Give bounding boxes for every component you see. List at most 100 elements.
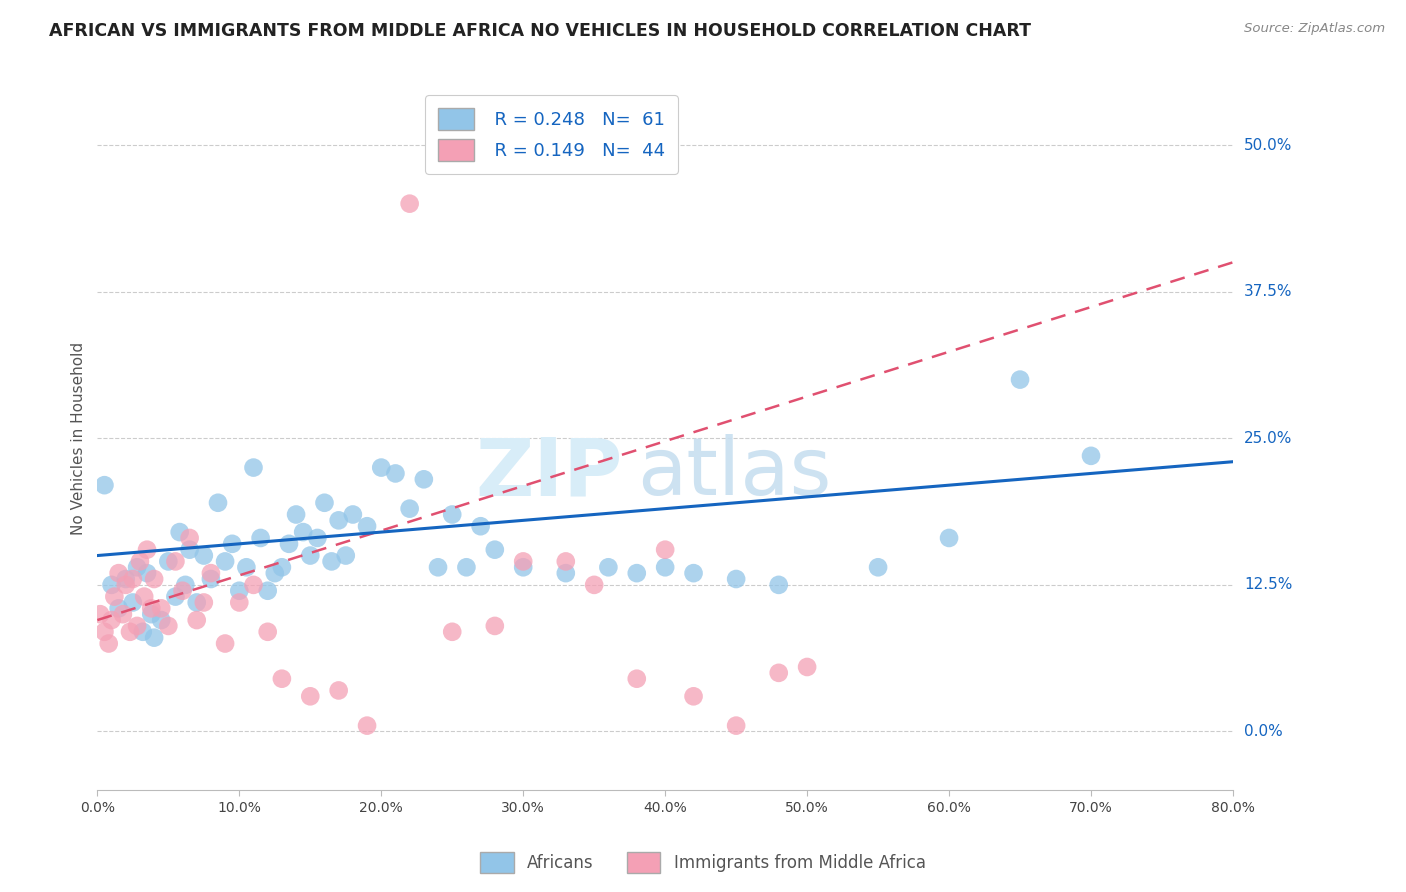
Point: [456, 560, 478, 574]
Point: [868, 560, 890, 574]
Point: [141, 601, 163, 615]
Point: [768, 665, 790, 680]
Y-axis label: No Vehicles in Household: No Vehicles in Household: [72, 342, 86, 535]
Text: 12.5%: 12.5%: [1244, 577, 1292, 592]
Point: [100, 613, 122, 627]
Legend: Africans, Immigrants from Middle Africa: Africans, Immigrants from Middle Africa: [474, 846, 932, 880]
Point: [470, 519, 492, 533]
Point: [484, 619, 506, 633]
Point: [583, 578, 606, 592]
Point: [554, 566, 576, 581]
Point: [107, 566, 129, 581]
Point: [214, 636, 236, 650]
Point: [335, 549, 357, 563]
Point: [150, 601, 173, 615]
Point: [626, 672, 648, 686]
Point: [654, 560, 676, 574]
Point: [107, 601, 129, 615]
Point: [127, 560, 149, 574]
Point: [127, 619, 149, 633]
Point: [626, 566, 648, 581]
Point: [725, 572, 748, 586]
Point: [100, 578, 122, 592]
Point: [299, 690, 322, 704]
Point: [270, 672, 292, 686]
Point: [242, 578, 264, 592]
Point: [512, 560, 534, 574]
Point: [235, 560, 257, 574]
Point: [121, 595, 143, 609]
Text: ZIP: ZIP: [475, 434, 623, 512]
Point: [292, 525, 315, 540]
Point: [512, 554, 534, 568]
Point: [114, 578, 136, 592]
Point: [1080, 449, 1102, 463]
Point: [256, 583, 278, 598]
Point: [554, 554, 576, 568]
Point: [200, 572, 222, 586]
Point: [768, 578, 790, 592]
Point: [384, 467, 406, 481]
Text: 0.0%: 0.0%: [1244, 724, 1282, 739]
Text: 25.0%: 25.0%: [1244, 431, 1292, 446]
Point: [141, 607, 163, 622]
Point: [427, 560, 450, 574]
Point: [654, 542, 676, 557]
Point: [441, 624, 464, 639]
Point: [89, 607, 111, 622]
Point: [179, 531, 201, 545]
Point: [103, 590, 125, 604]
Point: [328, 513, 350, 527]
Point: [118, 624, 141, 639]
Point: [93, 624, 115, 639]
Point: [938, 531, 960, 545]
Point: [299, 549, 322, 563]
Point: [228, 583, 250, 598]
Point: [169, 525, 191, 540]
Point: [328, 683, 350, 698]
Point: [307, 531, 329, 545]
Point: [725, 718, 748, 732]
Point: [132, 624, 155, 639]
Point: [356, 519, 378, 533]
Point: [342, 508, 364, 522]
Point: [221, 537, 243, 551]
Point: [121, 572, 143, 586]
Point: [484, 542, 506, 557]
Point: [150, 613, 173, 627]
Point: [441, 508, 464, 522]
Point: [200, 566, 222, 581]
Point: [370, 460, 392, 475]
Point: [278, 537, 301, 551]
Point: [398, 196, 420, 211]
Point: [1008, 373, 1031, 387]
Point: [111, 607, 134, 622]
Point: [356, 718, 378, 732]
Point: [186, 595, 208, 609]
Point: [93, 478, 115, 492]
Point: [412, 472, 434, 486]
Point: [270, 560, 292, 574]
Text: atlas: atlas: [637, 434, 831, 512]
Point: [97, 636, 120, 650]
Point: [682, 690, 704, 704]
Point: [256, 624, 278, 639]
Point: [796, 660, 818, 674]
Point: [682, 566, 704, 581]
Point: [136, 542, 159, 557]
Point: [263, 566, 285, 581]
Point: [228, 595, 250, 609]
Point: [172, 583, 194, 598]
Legend:   R = 0.248   N=  61,   R = 0.149   N=  44: R = 0.248 N= 61, R = 0.149 N= 44: [426, 95, 678, 174]
Point: [193, 549, 215, 563]
Point: [186, 613, 208, 627]
Point: [249, 531, 271, 545]
Point: [129, 554, 152, 568]
Point: [193, 595, 215, 609]
Point: [321, 554, 343, 568]
Point: [114, 572, 136, 586]
Point: [143, 572, 166, 586]
Point: [598, 560, 620, 574]
Point: [314, 496, 336, 510]
Point: [136, 566, 159, 581]
